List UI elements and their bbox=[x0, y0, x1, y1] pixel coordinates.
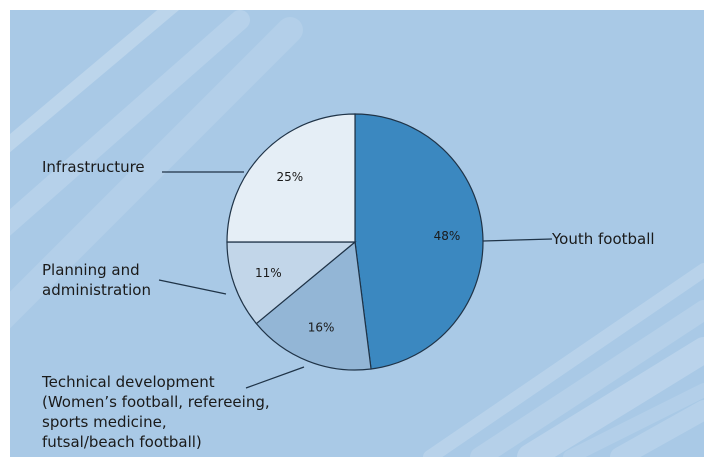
slice-value-label: 25% bbox=[276, 170, 303, 184]
category-label-technical-development: Technical development (Women’s football, … bbox=[41, 373, 270, 451]
background-streak bbox=[10, 10, 179, 153]
background-streak bbox=[517, 337, 704, 457]
pie-slice-youth-football bbox=[354, 113, 484, 370]
leader-lines bbox=[158, 171, 553, 389]
leader-line bbox=[482, 238, 553, 242]
slice-value-label: 48% bbox=[434, 229, 461, 243]
background-streak bbox=[610, 400, 704, 457]
slice-value-labels: 48% 16% 11% 25% bbox=[255, 170, 460, 335]
category-label-planning-and-administration: Planning and administration bbox=[42, 261, 151, 299]
pie-slice-planning-and-administration bbox=[226, 241, 357, 325]
category-labels: Youth football Technical development (Wome… bbox=[41, 158, 655, 451]
background-streak bbox=[10, 17, 303, 329]
background-streak bbox=[563, 383, 704, 457]
pie-slices bbox=[226, 113, 484, 371]
pie-chart: 48% 16% 11% 25% Youth football Technical dev… bbox=[10, 10, 704, 457]
leader-line bbox=[245, 366, 305, 389]
chart-panel: 48% 16% 11% 25% Youth football Technical dev… bbox=[10, 10, 704, 457]
pie-slice-infrastructure bbox=[226, 113, 356, 243]
background-decoration bbox=[10, 10, 704, 457]
category-label-youth-football: Youth football bbox=[551, 230, 655, 248]
background-streak bbox=[423, 263, 704, 457]
pie-slice-technical-development bbox=[255, 240, 372, 371]
leader-line bbox=[158, 279, 227, 295]
category-label-infrastructure: Infrastructure bbox=[42, 158, 145, 176]
background-streak bbox=[470, 300, 704, 457]
slice-value-label: 11% bbox=[255, 266, 282, 280]
slice-value-label: 16% bbox=[308, 321, 335, 335]
background-streak bbox=[10, 10, 250, 236]
